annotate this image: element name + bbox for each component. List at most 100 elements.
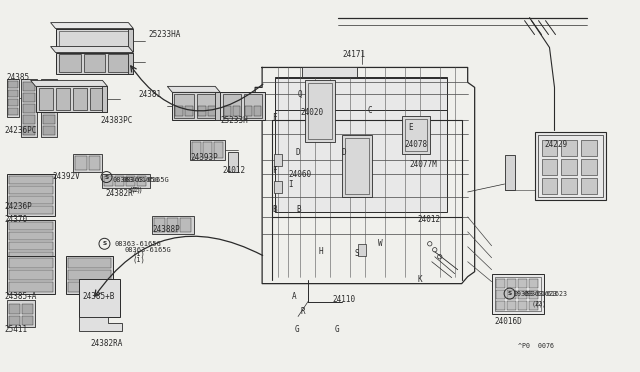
Bar bbox=[308, 83, 332, 139]
Bar bbox=[22, 82, 35, 92]
Text: S: S bbox=[102, 241, 106, 246]
Bar bbox=[9, 232, 52, 240]
Bar bbox=[138, 176, 147, 186]
Bar bbox=[74, 156, 86, 170]
Bar bbox=[6, 174, 54, 216]
Text: 24381: 24381 bbox=[138, 90, 161, 99]
Bar bbox=[342, 135, 372, 197]
Text: 24383PC: 24383PC bbox=[100, 116, 133, 125]
Text: ^P0  0076: ^P0 0076 bbox=[518, 343, 554, 349]
Text: C: C bbox=[368, 106, 372, 115]
Bar bbox=[22, 315, 33, 326]
Text: 08363-6165G: 08363-6165G bbox=[124, 247, 171, 253]
Text: S: S bbox=[355, 249, 360, 258]
Bar bbox=[68, 282, 111, 292]
Text: 09363-61623: 09363-61623 bbox=[524, 291, 568, 296]
Text: 24078: 24078 bbox=[405, 140, 428, 149]
Text: I: I bbox=[288, 180, 292, 189]
Text: E: E bbox=[408, 123, 412, 132]
Bar bbox=[9, 206, 52, 214]
Text: B: B bbox=[296, 205, 301, 214]
Bar bbox=[581, 178, 597, 194]
Bar bbox=[186, 106, 193, 116]
Bar bbox=[507, 301, 516, 310]
Text: 24370: 24370 bbox=[4, 215, 28, 224]
Polygon shape bbox=[31, 80, 108, 86]
Bar bbox=[495, 301, 504, 310]
Bar bbox=[22, 104, 35, 113]
Text: (2): (2) bbox=[532, 300, 543, 307]
Bar bbox=[102, 174, 150, 188]
Bar bbox=[90, 89, 104, 110]
Bar bbox=[9, 222, 52, 230]
Bar bbox=[68, 270, 111, 280]
Text: B: B bbox=[272, 205, 276, 214]
Bar bbox=[83, 54, 106, 73]
Bar bbox=[561, 159, 577, 175]
Text: 08363-6165G: 08363-6165G bbox=[122, 177, 169, 183]
Text: S: S bbox=[508, 291, 511, 296]
Bar bbox=[541, 178, 557, 194]
Bar bbox=[492, 274, 543, 314]
Bar bbox=[228, 152, 238, 172]
Bar bbox=[197, 94, 217, 118]
Text: 24385+A: 24385+A bbox=[4, 292, 37, 301]
Text: Q: Q bbox=[298, 90, 303, 99]
Bar bbox=[495, 277, 541, 311]
Bar bbox=[495, 290, 504, 299]
Bar bbox=[22, 93, 35, 102]
Bar bbox=[22, 115, 35, 124]
Bar bbox=[581, 140, 597, 156]
Bar bbox=[59, 31, 131, 48]
Bar bbox=[561, 178, 577, 194]
Bar bbox=[43, 82, 54, 92]
Bar bbox=[43, 126, 54, 135]
Text: 24077M: 24077M bbox=[410, 160, 438, 169]
Bar bbox=[534, 132, 606, 200]
Text: 24171: 24171 bbox=[342, 50, 365, 59]
Text: 09363-61623: 09363-61623 bbox=[513, 291, 557, 296]
Bar bbox=[6, 79, 19, 117]
Bar bbox=[224, 106, 231, 116]
Text: 24382RA: 24382RA bbox=[90, 339, 123, 348]
Text: 25233HA: 25233HA bbox=[148, 30, 180, 39]
Bar bbox=[56, 52, 133, 74]
Bar bbox=[104, 176, 113, 186]
Bar bbox=[9, 176, 52, 184]
Bar bbox=[507, 279, 516, 288]
Text: S: S bbox=[104, 174, 109, 180]
Bar bbox=[9, 252, 52, 260]
Polygon shape bbox=[102, 86, 108, 112]
Bar bbox=[9, 242, 52, 250]
Bar bbox=[208, 106, 216, 116]
Text: D: D bbox=[295, 148, 300, 157]
Text: 24060: 24060 bbox=[288, 170, 311, 179]
Bar bbox=[274, 181, 282, 193]
Text: 24016D: 24016D bbox=[495, 317, 522, 326]
Bar bbox=[6, 299, 35, 327]
Text: 08363-6165G: 08363-6165G bbox=[113, 177, 159, 183]
Bar bbox=[180, 218, 191, 232]
Bar bbox=[245, 106, 252, 116]
Bar bbox=[275, 77, 447, 212]
Text: 24229: 24229 bbox=[545, 140, 568, 149]
Bar bbox=[9, 315, 20, 326]
Bar bbox=[6, 220, 54, 262]
Polygon shape bbox=[51, 23, 133, 29]
Bar bbox=[190, 140, 225, 160]
Text: A: A bbox=[292, 292, 297, 301]
Bar bbox=[108, 54, 131, 73]
Bar bbox=[504, 155, 515, 190]
Bar bbox=[214, 142, 223, 158]
Bar bbox=[43, 104, 54, 113]
Bar bbox=[65, 256, 113, 294]
Bar bbox=[302, 67, 357, 77]
Text: 24236P: 24236P bbox=[4, 202, 33, 211]
Bar bbox=[518, 279, 527, 288]
Bar bbox=[9, 196, 52, 204]
Bar bbox=[43, 93, 54, 102]
Bar bbox=[529, 301, 538, 310]
Text: 08363-6165G: 08363-6165G bbox=[115, 241, 161, 247]
Bar bbox=[192, 142, 201, 158]
Bar bbox=[175, 106, 183, 116]
